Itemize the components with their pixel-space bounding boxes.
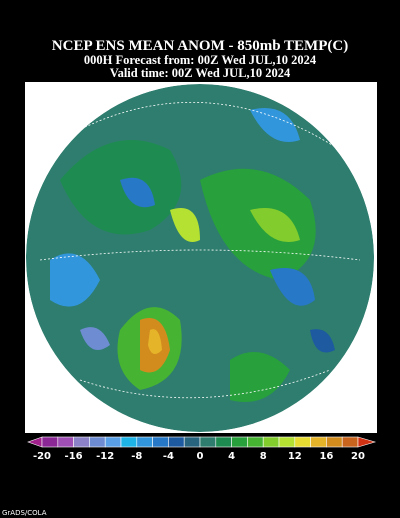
colorbar-box bbox=[326, 436, 343, 448]
colorbar-end bbox=[27, 436, 43, 448]
colorbar-box bbox=[183, 436, 201, 448]
colorbar-box bbox=[231, 436, 248, 448]
title: NCEP ENS MEAN ANOM - 850mb TEMP(C) bbox=[52, 38, 348, 54]
colorbar-label: -8 bbox=[131, 451, 142, 462]
subtitle: Valid time: 00Z Wed JUL,10 2024 bbox=[110, 66, 291, 80]
colorbar-box bbox=[168, 436, 185, 448]
colorbar-label: 4 bbox=[228, 451, 235, 462]
colorbar-box bbox=[262, 436, 280, 448]
colorbar-box bbox=[104, 436, 122, 448]
colorbar-label: -4 bbox=[163, 451, 174, 462]
colorbar-box bbox=[294, 436, 311, 448]
map-field bbox=[26, 84, 374, 432]
colorbar-label: -12 bbox=[96, 451, 114, 462]
colorbar-label: 16 bbox=[319, 451, 333, 462]
colorbar-box bbox=[136, 436, 153, 448]
colorbar-box bbox=[152, 436, 169, 448]
colorbar-label: 0 bbox=[197, 451, 204, 462]
colorbar-box bbox=[341, 436, 359, 448]
colorbar-label: 8 bbox=[260, 451, 267, 462]
footer: GrADS/COLA bbox=[2, 509, 47, 517]
colorbar-label: 12 bbox=[288, 451, 302, 462]
colorbar-box bbox=[41, 436, 59, 448]
colorbar-label: -20 bbox=[33, 451, 51, 462]
colorbar-box bbox=[278, 436, 296, 448]
colorbar-label: -16 bbox=[65, 451, 83, 462]
colorbar-box bbox=[199, 436, 217, 448]
subtitle: 000H Forecast from: 00Z Wed JUL,10 2024 bbox=[84, 53, 317, 67]
colorbar-box bbox=[57, 436, 74, 448]
colorbar-box bbox=[247, 436, 264, 448]
colorbar-end bbox=[357, 436, 377, 448]
colorbar-box bbox=[89, 436, 106, 448]
colorbar-box bbox=[310, 436, 327, 448]
colorbar: -20 -16 -12 -8 -4 0 4 8 12 16 20 bbox=[27, 436, 377, 462]
colorbar-box bbox=[215, 436, 232, 448]
colorbar-label: 20 bbox=[351, 451, 365, 462]
colorbar-box bbox=[73, 436, 90, 448]
colorbar-box bbox=[120, 436, 138, 448]
